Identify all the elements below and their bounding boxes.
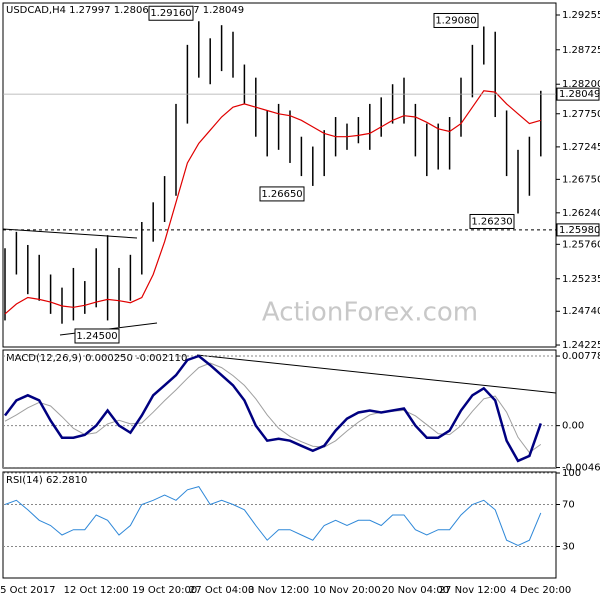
watermark: ActionForex.com [262,298,478,328]
x-tick-label: 3 Nov 12:00 [248,585,309,596]
rsi-panel [2,471,557,579]
annotation: 1.29080 [435,15,476,26]
annotation: 1.26650 [261,189,302,200]
annotation-box [148,5,194,21]
y-tick-label: 100 [562,468,581,479]
y-tick-label: 0.00 [562,421,584,432]
high: 1.28062 [114,5,155,16]
annotation: 1.24500 [76,331,117,342]
x-tick-label: 20 Nov 04:00 [382,585,449,596]
annotation-box [259,186,305,202]
x-tick-label: 27 Nov 12:00 [439,585,506,596]
close: 1.28049 [203,5,244,16]
level-box [556,223,600,237]
moving-average [4,90,541,315]
macd-line [4,354,542,463]
y-tick-label: 0.007787 [562,351,600,362]
y-tick-label: 1.26750 [562,174,600,185]
price-panel [2,2,557,348]
y-tick-label: 1.24225 [562,340,600,351]
open: 1.27997 [69,5,110,16]
y-tick-label: 1.29255 [562,10,600,21]
annotation-box [74,328,120,344]
y-tick-label: -0.004688 [562,463,600,474]
annotation-box [469,213,515,229]
x-tick-label: 4 Dec 20:00 [510,585,571,596]
trendline [2,228,138,239]
trendline [196,354,557,394]
y-tick-label: 1.24740 [562,306,600,317]
macd-title: MACD(12,26,9) 0.000250 -0.002110 [6,353,187,364]
symbol: USDCAD,H4 [6,5,66,16]
y-tick-label: 1.28200 [562,79,600,90]
x-tick-label: 27 Oct 04:00 [189,585,254,596]
chart-header: USDCAD,H4 1.27997 1.28062 1.27967 1.2804… [6,5,244,16]
close-box [556,87,600,101]
x-tick-label: 12 Oct 12:00 [64,585,129,596]
annotation-box [433,12,479,28]
y-tick-label: 1.27750 [562,109,600,120]
level-label: 1.25980 [559,225,600,236]
y-tick-label: 1.25760 [562,239,600,250]
y-tick-label: 1.27245 [562,142,600,153]
x-tick-label: 19 Oct 20:00 [132,585,197,596]
rsi-title: RSI(14) 62.2810 [6,475,87,486]
close-label: 1.28049 [559,89,600,100]
signal-line [4,362,542,454]
y-tick-label: 70 [562,500,575,511]
y-tick-label: 1.25235 [562,274,600,285]
x-tick-label: 10 Nov 20:00 [313,585,380,596]
y-tick-label: 1.28725 [562,45,600,56]
annotation: 1.26230 [471,216,512,227]
y-tick-label: 1.26240 [562,208,600,219]
y-tick-label: 30 [562,542,575,553]
x-tick-label: 5 Oct 2017 [0,585,55,596]
annotation: 1.29160 [150,8,191,19]
rsi-line [4,486,542,547]
